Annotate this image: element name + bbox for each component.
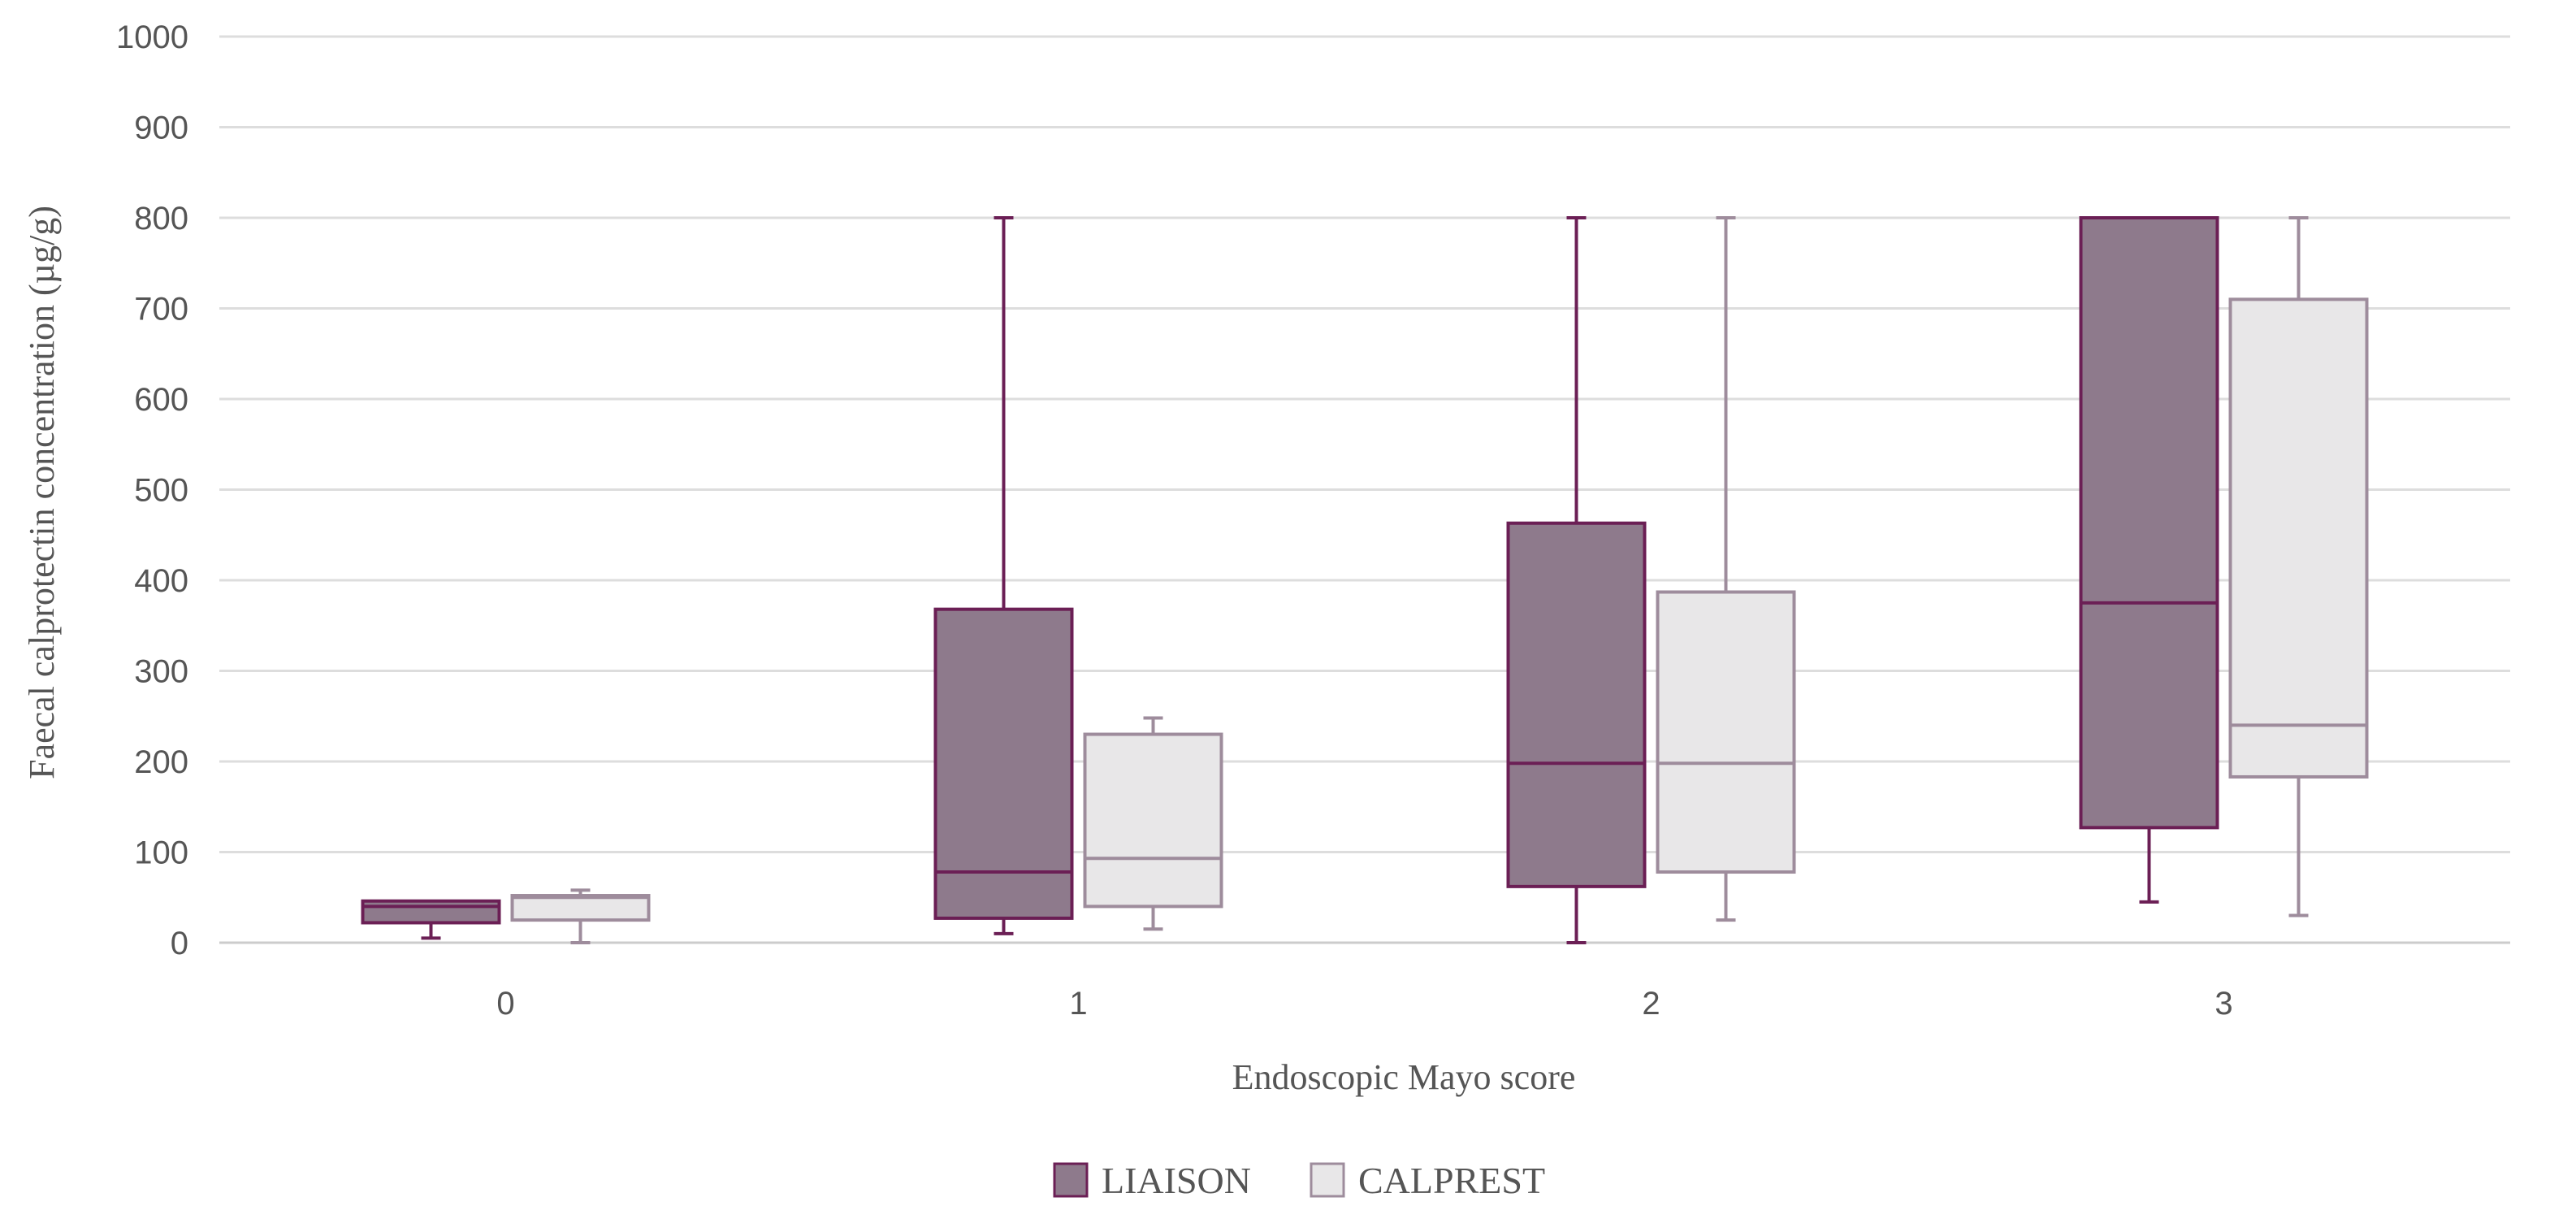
y-tick-label: 1000: [116, 20, 188, 55]
y-tick-label: 500: [134, 473, 188, 509]
y-axis-ticks: 0 100 200 300 400 500 600 700 800 900 1000: [116, 20, 188, 961]
box-series: [361, 216, 2369, 944]
box-calprest-2: [1656, 216, 1796, 922]
y-tick-label: 900: [134, 111, 188, 146]
gridlines: [219, 35, 2510, 944]
y-tick-label: 0: [171, 926, 188, 961]
x-axis-title: Endoscopic Mayo score: [1232, 1057, 1576, 1097]
box-iqr: [2228, 297, 2369, 779]
box-calprest-3: [2228, 216, 2369, 917]
box-liaison-0: [361, 899, 501, 940]
box-iqr: [2079, 216, 2219, 830]
box-calprest-1: [1083, 716, 1223, 931]
y-tick-label: 400: [134, 563, 188, 599]
box-liaison-1: [933, 216, 1074, 935]
y-axis-title: Faecal calprotectin concentration (µg/g): [22, 206, 62, 779]
box-iqr: [1083, 732, 1223, 909]
box-iqr: [1656, 590, 1796, 874]
y-tick-label: 200: [134, 744, 188, 780]
box-iqr: [361, 899, 501, 925]
x-tick-label: 2: [1642, 986, 1660, 1022]
y-tick-label: 700: [134, 292, 188, 328]
legend-label-calprest: CALPREST: [1358, 1160, 1545, 1201]
x-axis-ticks: 0 1 2 3: [496, 986, 2232, 1022]
x-tick-label: 0: [496, 986, 514, 1022]
legend: LIAISON CALPREST: [1053, 1160, 1545, 1201]
box-calprest-0: [510, 888, 651, 944]
y-tick-label: 300: [134, 654, 188, 690]
x-tick-label: 3: [2214, 986, 2232, 1022]
y-tick-label: 600: [134, 382, 188, 418]
box-liaison-3: [2079, 216, 2219, 904]
legend-swatch-liaison: [1053, 1162, 1089, 1198]
box-iqr: [933, 607, 1074, 920]
legend-label-liaison: LIAISON: [1102, 1160, 1251, 1201]
box-iqr: [510, 894, 651, 922]
y-tick-label: 100: [134, 835, 188, 871]
box-liaison-2: [1506, 216, 1647, 944]
box-iqr: [1506, 521, 1647, 888]
y-tick-label: 800: [134, 201, 188, 236]
legend-swatch-calprest: [1310, 1162, 1345, 1198]
x-tick-label: 1: [1069, 986, 1087, 1022]
